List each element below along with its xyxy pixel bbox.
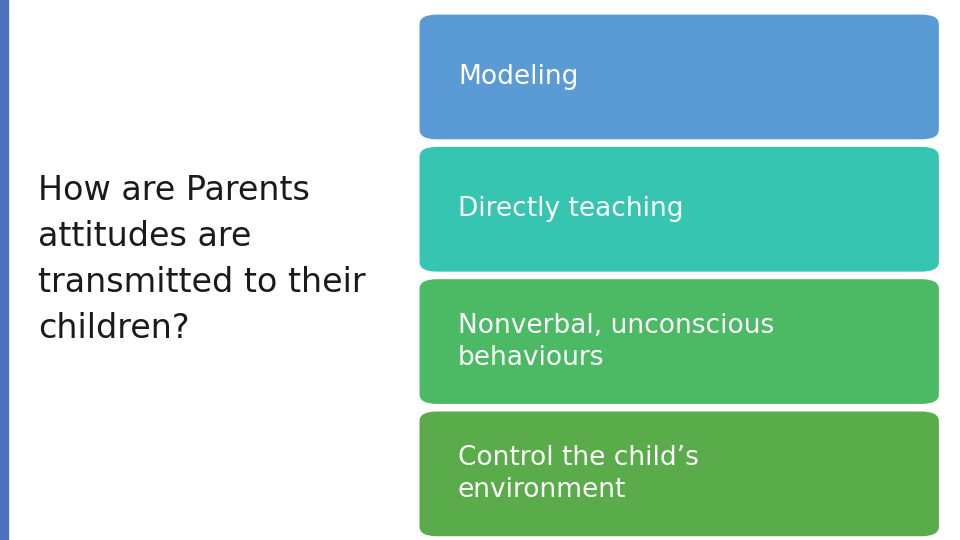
Bar	[0, 0, 8, 540]
Text: Control the child’s
environment: Control the child’s environment	[458, 445, 699, 503]
FancyBboxPatch shape	[420, 411, 939, 536]
Text: How are Parents
attitudes are
transmitted to their
children?: How are Parents attitudes are transmitte…	[38, 174, 366, 345]
Text: Modeling: Modeling	[458, 64, 578, 90]
FancyBboxPatch shape	[420, 279, 939, 404]
FancyBboxPatch shape	[420, 147, 939, 272]
Text: Nonverbal, unconscious
behaviours: Nonverbal, unconscious behaviours	[458, 313, 774, 370]
Text: Directly teaching: Directly teaching	[458, 196, 684, 222]
FancyBboxPatch shape	[420, 15, 939, 139]
